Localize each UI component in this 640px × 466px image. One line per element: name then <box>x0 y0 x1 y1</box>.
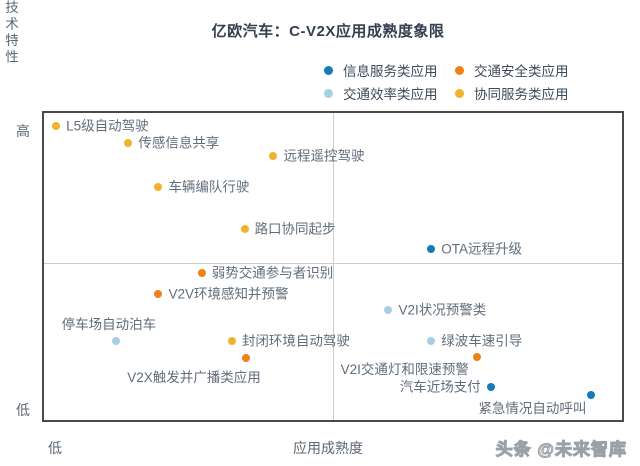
scatter-point <box>427 245 436 254</box>
scatter-point <box>227 337 236 346</box>
point-label: OTA远程升级 <box>441 241 522 257</box>
legend-label: 交通安全类应用 <box>474 64 569 79</box>
point-label: 传感信息共享 <box>138 135 220 151</box>
point-label: 紧急情况自动呼叫 <box>478 401 587 417</box>
scatter-point <box>384 306 393 315</box>
legend-item-efficiency: 交通效率类应用 <box>324 85 455 102</box>
point-label: V2V环境感知并预警 <box>168 286 289 302</box>
point-label: 路口协同起步 <box>254 221 336 237</box>
legend: 信息服务类应用 交通安全类应用交通效率类应用 协同服务类应用 <box>324 62 595 102</box>
legend-label: 协同服务类应用 <box>474 87 569 102</box>
point-label: 远程遥控驾驶 <box>283 148 365 164</box>
scatter-point <box>427 337 436 346</box>
quadrant-horizontal-divider <box>44 263 622 265</box>
scatter-point <box>269 152 278 161</box>
quadrant-vertical-divider <box>333 113 334 420</box>
legend-item-info: 信息服务类应用 <box>324 62 455 79</box>
watermark-toutiao: 头条 @未来智库 <box>495 440 627 460</box>
point-label: V2I状况预警类 <box>398 302 487 318</box>
y-axis-title: 技术特性 <box>3 0 18 66</box>
point-label: 车辆编队行驶 <box>168 179 250 195</box>
point-label: 弱势交通参与者识别 <box>211 265 334 281</box>
x-axis-low-label: 低 <box>48 440 62 456</box>
scatter-point <box>52 121 61 130</box>
point-label: 汽车近场支付 <box>399 379 481 395</box>
scatter-point <box>486 383 495 392</box>
scatter-point <box>154 182 163 191</box>
y-axis-low-label: 低 <box>16 402 30 418</box>
point-label: V2X触发并广播类应用 <box>127 369 261 385</box>
x-axis-title: 应用成熟度 <box>293 440 363 456</box>
legend-label: 交通效率类应用 <box>343 87 438 102</box>
scatter-point <box>240 225 249 234</box>
point-label: 封闭环境自动驾驶 <box>241 333 350 349</box>
point-label: 绿波车速引导 <box>441 333 523 349</box>
scatter-point <box>241 353 250 362</box>
legend-dot-safety <box>455 65 464 75</box>
y-axis-high-label: 高 <box>16 123 30 139</box>
scatter-point <box>197 268 206 277</box>
legend-dot-efficiency <box>324 88 333 98</box>
point-label: V2I交通灯和限速预警 <box>340 361 469 377</box>
scatter-point <box>154 289 163 298</box>
legend-dot-collab <box>455 88 464 98</box>
scatter-point <box>111 337 120 346</box>
legend-label: 信息服务类应用 <box>343 64 438 79</box>
point-label: L5级自动驾驶 <box>66 118 149 134</box>
scatter-point <box>472 352 481 361</box>
legend-dot-info <box>324 65 333 75</box>
scatter-point <box>124 138 133 147</box>
legend-item-safety: 交通安全类应用 <box>455 62 595 79</box>
scatter-point <box>587 391 596 400</box>
point-label: 停车场自动泊车 <box>61 317 157 333</box>
plot-area: L5级自动驾驶 传感信息共享远程遥控驾驶车辆编队行驶路口协同起步 OTA远程升级弱势… <box>42 111 624 422</box>
chart-title: 亿欧汽车：C-V2X应用成熟度象限 <box>211 23 445 40</box>
legend-item-collab: 协同服务类应用 <box>455 85 595 102</box>
